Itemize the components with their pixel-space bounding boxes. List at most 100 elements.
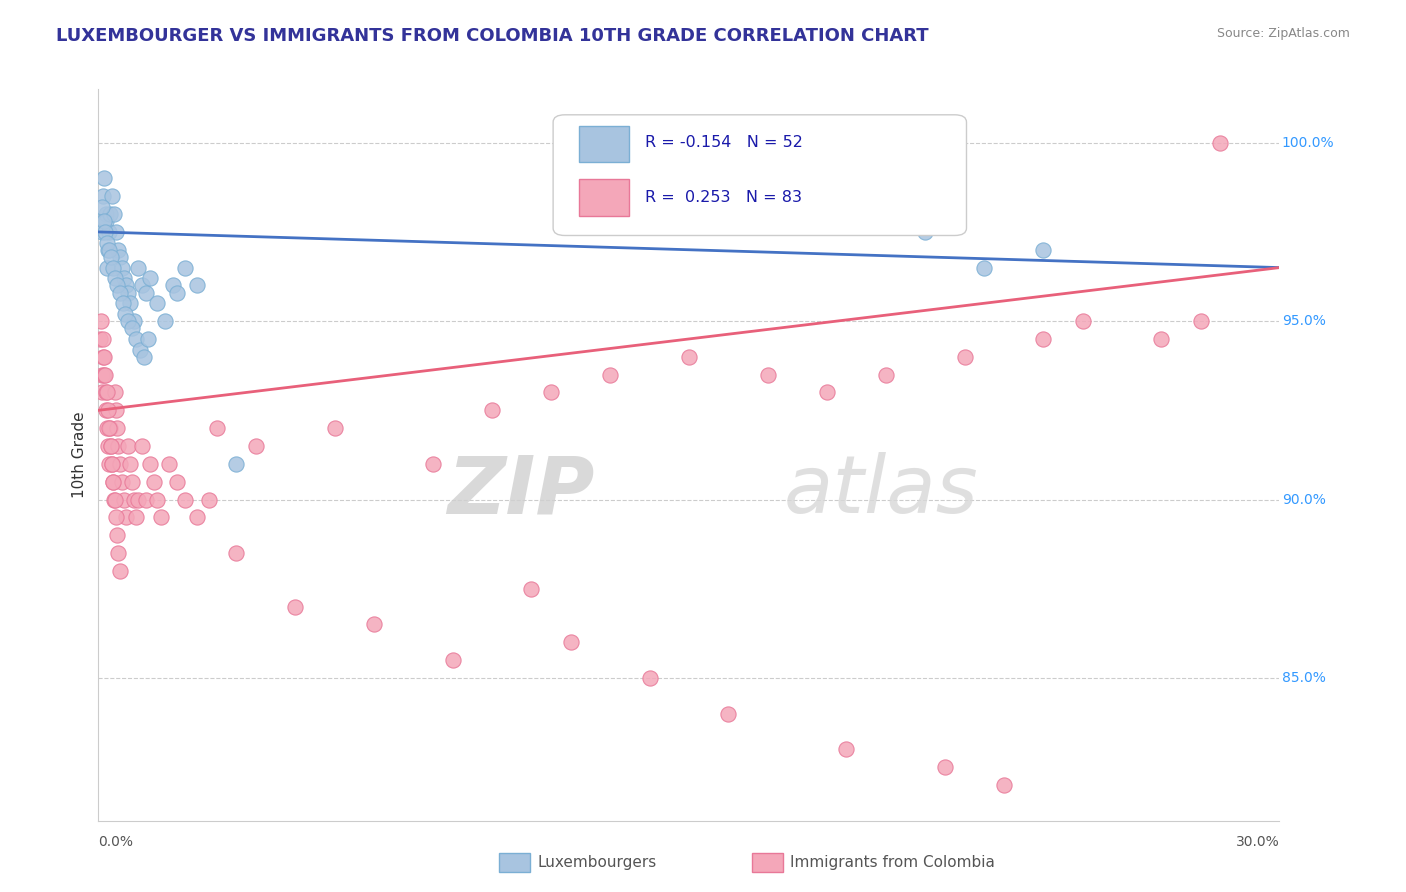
FancyBboxPatch shape — [579, 179, 628, 216]
Point — [284, 599, 307, 614]
Point — [174, 260, 197, 275]
Point — [101, 457, 124, 471]
Point — [94, 368, 117, 382]
Point — [107, 243, 129, 257]
Point — [131, 278, 153, 293]
Point — [128, 343, 150, 357]
Text: 30.0%: 30.0% — [1236, 835, 1279, 849]
Point — [105, 528, 128, 542]
Point — [142, 475, 165, 489]
Point — [122, 492, 145, 507]
Point — [97, 243, 120, 257]
Point — [96, 260, 118, 275]
Point — [835, 742, 858, 756]
Point — [638, 671, 661, 685]
Point — [96, 385, 118, 400]
Point — [1189, 314, 1212, 328]
Point — [815, 385, 838, 400]
Point — [91, 350, 114, 364]
Point — [115, 510, 138, 524]
Point — [96, 403, 118, 417]
Text: 85.0%: 85.0% — [1282, 671, 1326, 685]
Point — [104, 385, 127, 400]
Point — [875, 368, 897, 382]
Point — [103, 492, 125, 507]
Point — [118, 457, 141, 471]
Point — [127, 492, 149, 507]
Point — [108, 457, 131, 471]
Point — [111, 260, 134, 275]
Point — [90, 225, 112, 239]
Point — [100, 439, 122, 453]
Point — [131, 439, 153, 453]
Point — [205, 421, 228, 435]
Point — [481, 403, 503, 417]
Point — [422, 457, 444, 471]
Point — [105, 225, 128, 239]
Point — [122, 314, 145, 328]
Point — [105, 421, 128, 435]
Point — [105, 278, 128, 293]
Point — [91, 332, 114, 346]
Point — [118, 296, 141, 310]
Point — [323, 421, 346, 435]
Point — [90, 314, 112, 328]
Point — [96, 421, 118, 435]
Point — [117, 285, 139, 300]
Point — [146, 492, 169, 507]
Point — [914, 225, 936, 239]
Point — [98, 421, 121, 435]
Point — [186, 278, 208, 293]
Point — [97, 439, 120, 453]
Point — [93, 350, 115, 364]
Text: 0.0%: 0.0% — [98, 835, 134, 849]
FancyBboxPatch shape — [553, 115, 966, 235]
Point — [96, 214, 118, 228]
Point — [93, 214, 115, 228]
Point — [103, 207, 125, 221]
Point — [98, 457, 121, 471]
Point — [90, 368, 112, 382]
Point — [717, 706, 740, 721]
Point — [127, 260, 149, 275]
Point — [98, 207, 121, 221]
Text: LUXEMBOURGER VS IMMIGRANTS FROM COLOMBIA 10TH GRADE CORRELATION CHART: LUXEMBOURGER VS IMMIGRANTS FROM COLOMBIA… — [56, 27, 929, 45]
Point — [560, 635, 582, 649]
Point — [112, 271, 135, 285]
Point — [132, 350, 155, 364]
Point — [157, 457, 180, 471]
Point — [197, 492, 219, 507]
Point — [125, 332, 148, 346]
Point — [91, 200, 114, 214]
Point — [103, 475, 125, 489]
Text: 95.0%: 95.0% — [1282, 314, 1326, 328]
Text: atlas: atlas — [783, 452, 979, 531]
FancyBboxPatch shape — [579, 126, 628, 162]
Point — [108, 285, 131, 300]
Point — [245, 439, 267, 453]
Point — [138, 457, 160, 471]
Point — [108, 250, 131, 264]
Point — [125, 510, 148, 524]
Point — [162, 278, 184, 293]
Point — [101, 189, 124, 203]
Point — [540, 385, 562, 400]
Point — [96, 235, 118, 250]
Point — [121, 475, 143, 489]
Point — [91, 385, 114, 400]
Point — [93, 171, 115, 186]
Point — [112, 492, 135, 507]
Point — [953, 350, 976, 364]
Point — [225, 457, 247, 471]
Point — [678, 350, 700, 364]
Point — [98, 421, 121, 435]
Text: 90.0%: 90.0% — [1282, 492, 1326, 507]
Point — [441, 653, 464, 667]
Point — [101, 475, 124, 489]
Point — [98, 243, 121, 257]
Point — [121, 321, 143, 335]
Point — [117, 314, 139, 328]
Point — [1150, 332, 1173, 346]
Text: Immigrants from Colombia: Immigrants from Colombia — [790, 855, 995, 870]
Point — [186, 510, 208, 524]
